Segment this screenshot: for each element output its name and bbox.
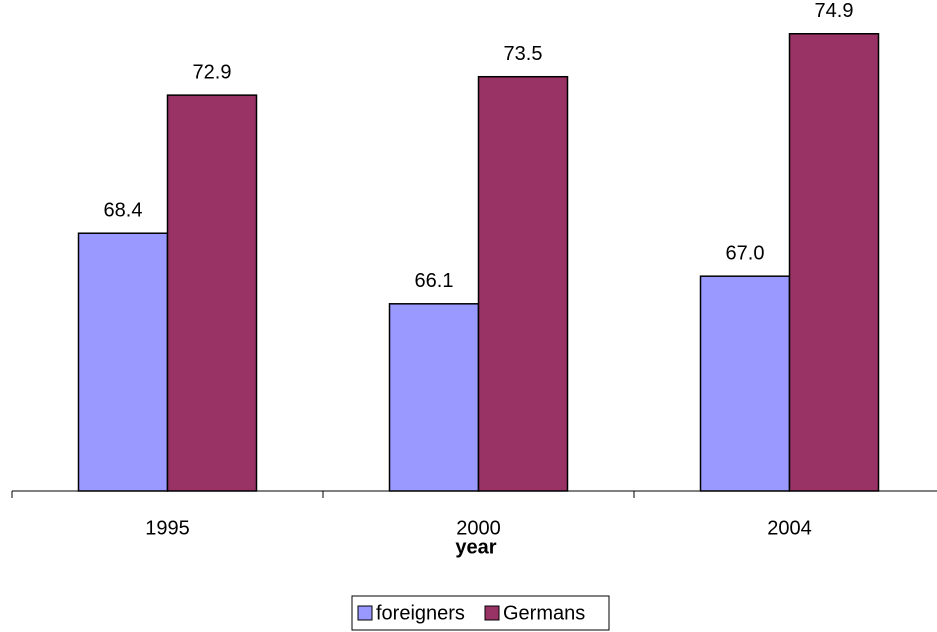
x-tick-label: 2000 (456, 517, 501, 539)
value-label: 73.5 (504, 43, 543, 65)
value-label: 66.1 (415, 270, 454, 292)
value-label: 67.0 (726, 242, 765, 264)
legend-label: Germans (503, 602, 585, 624)
bar (166, 94, 258, 492)
bar (788, 33, 880, 492)
bar (699, 275, 791, 492)
bar (77, 232, 169, 492)
legend-box (351, 595, 610, 631)
legend-swatch (484, 605, 500, 621)
x-tick-label: 1995 (145, 517, 190, 539)
legend-swatch (357, 605, 373, 621)
x-axis-title: year (455, 536, 496, 558)
legend-label: foreigners (376, 602, 465, 624)
x-tick-label: 2004 (767, 517, 812, 539)
value-label: 72.9 (193, 61, 232, 83)
bar (388, 303, 480, 492)
value-label: 68.4 (104, 200, 143, 222)
bar (477, 75, 569, 492)
value-label: 74.9 (815, 0, 854, 22)
